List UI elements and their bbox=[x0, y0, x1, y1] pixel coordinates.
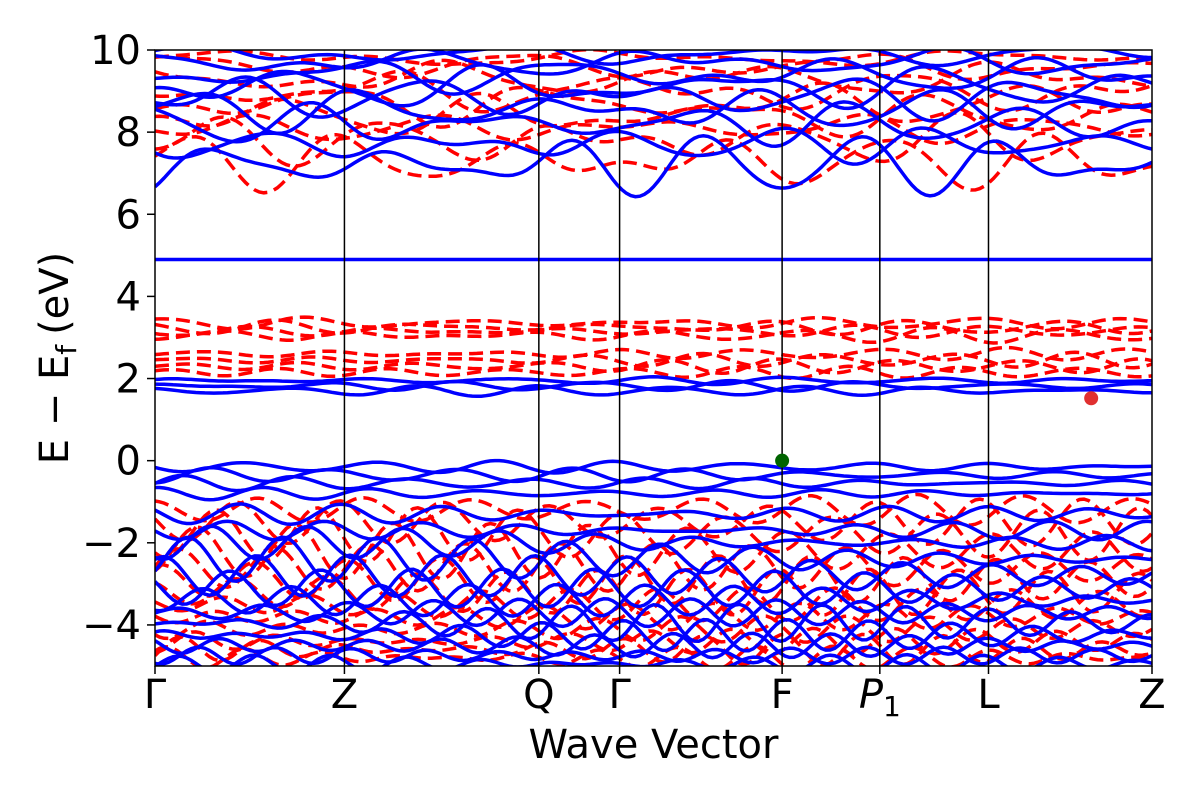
x-tick-label-0: Γ bbox=[144, 672, 167, 718]
blue-band-1 bbox=[155, 50, 1152, 76]
blue-band-8 bbox=[155, 134, 1152, 199]
blue-band-17 bbox=[155, 519, 1152, 542]
red-band-12 bbox=[155, 325, 1152, 345]
red-band-16 bbox=[155, 364, 1152, 381]
red-band-10 bbox=[155, 318, 1152, 337]
red-band-18 bbox=[155, 497, 1152, 548]
y-tick-label-0: −4 bbox=[82, 603, 141, 649]
blue-band-20 bbox=[155, 553, 1152, 598]
x-tick-label-3: Γ bbox=[608, 672, 631, 718]
red-band-29 bbox=[155, 644, 1152, 666]
blue-band-16 bbox=[155, 502, 1152, 527]
red-band-9 bbox=[155, 315, 1152, 331]
y-tick-label-3: 2 bbox=[116, 357, 141, 403]
x-tick-label-1: Z bbox=[331, 672, 358, 718]
blue-band-9 bbox=[155, 375, 1152, 387]
spin-up-bands bbox=[155, 50, 1152, 666]
band-marker-1 bbox=[1084, 391, 1099, 406]
x-tick-label-2: Q bbox=[523, 672, 554, 718]
y-axis-label: E − Ef (eV) bbox=[32, 252, 83, 465]
plot-frame bbox=[154, 49, 1153, 667]
red-band-7 bbox=[155, 110, 1152, 168]
red-band-2 bbox=[155, 58, 1152, 95]
y-tick-label-4: 4 bbox=[116, 274, 141, 320]
y-tick-label-2: 0 bbox=[116, 439, 141, 485]
x-axis-ticks: Γ Z Q Γ F P1 L Z bbox=[144, 666, 1166, 723]
red-band-27 bbox=[155, 626, 1152, 657]
blue-band-6 bbox=[155, 100, 1152, 148]
red-band-15 bbox=[155, 357, 1152, 376]
blue-band-18 bbox=[155, 524, 1152, 562]
x-tick-label-6: L bbox=[977, 672, 1000, 718]
blue-band-26 bbox=[155, 631, 1152, 660]
x-tick-label-5: P1 bbox=[859, 672, 901, 723]
blue-band-14 bbox=[155, 473, 1152, 493]
x-tick-label-4: F bbox=[771, 672, 794, 718]
x-tick-label-7: Z bbox=[1138, 672, 1165, 718]
y-axis-label-main: E − E bbox=[32, 355, 78, 465]
y-tick-label-6: 8 bbox=[116, 110, 141, 156]
blue-band-7 bbox=[155, 126, 1152, 166]
blue-band-22 bbox=[155, 582, 1152, 618]
blue-band-15 bbox=[155, 485, 1152, 502]
y-tick-label-7: 10 bbox=[90, 28, 141, 74]
band-edge-markers bbox=[775, 391, 1099, 468]
red-band-25 bbox=[155, 601, 1152, 632]
red-band-3 bbox=[155, 69, 1152, 114]
y-axis-label-sub: f bbox=[50, 344, 83, 355]
blue-band-27 bbox=[155, 645, 1152, 666]
red-band-8 bbox=[155, 131, 1152, 195]
blue-band-2 bbox=[155, 55, 1152, 96]
x-tick-label-main-5: P bbox=[859, 672, 884, 718]
y-axis-label-unit: (eV) bbox=[32, 252, 78, 335]
blue-band-13 bbox=[155, 465, 1152, 485]
band-marker-0 bbox=[775, 453, 790, 468]
y-tick-label-5: 6 bbox=[116, 192, 141, 238]
x-tick-label-sub-5: 1 bbox=[883, 690, 901, 723]
blue-band-0 bbox=[155, 50, 1152, 68]
y-tick-label-1: −2 bbox=[82, 521, 141, 567]
kpoint-dividers bbox=[343, 50, 990, 666]
blue-band-24 bbox=[155, 602, 1152, 643]
red-band-14 bbox=[155, 350, 1152, 370]
blue-band-11 bbox=[155, 384, 1152, 399]
blue-band-12 bbox=[155, 458, 1152, 475]
blue-band-4 bbox=[155, 75, 1152, 123]
x-axis-label: Wave Vector bbox=[529, 722, 780, 768]
y-axis-ticks: −4 −2 0 2 4 6 8 10 bbox=[82, 28, 155, 649]
red-band-5 bbox=[155, 91, 1152, 139]
